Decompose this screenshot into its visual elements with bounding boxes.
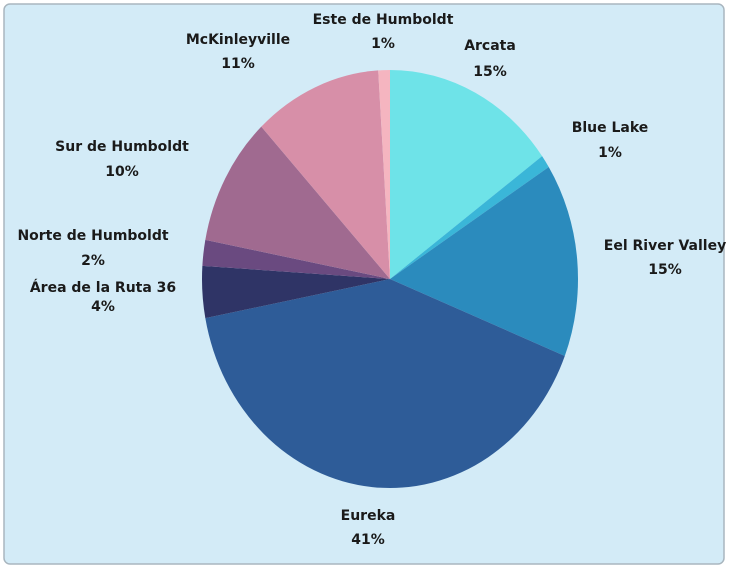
slice-value-label: 11% [221, 56, 255, 72]
pie-slice [261, 70, 390, 279]
slice-value-label: 15% [648, 262, 682, 278]
slice-value-label: 1% [598, 145, 622, 161]
slice-label: Sur de Humboldt [55, 139, 189, 155]
slice-value-label: 41% [351, 532, 385, 548]
slice-value-label: 4% [91, 299, 115, 315]
slice-label: Área de la Ruta 36 [30, 279, 176, 296]
slice-value-label: 2% [81, 253, 105, 269]
pie-slice [378, 70, 390, 279]
pie-slice [390, 70, 543, 279]
slice-value-label: 10% [105, 164, 139, 180]
pie-slice [390, 167, 578, 356]
slice-label: Norte de Humboldt [17, 228, 168, 244]
slice-label: Eureka [341, 508, 396, 524]
slice-value-label: 1% [371, 36, 395, 52]
slice-label: Este de Humboldt [313, 12, 454, 28]
pie-slice [202, 265, 390, 319]
pie-slice [205, 279, 565, 488]
slice-label: Arcata [464, 38, 516, 54]
pie-slice [205, 126, 390, 279]
slice-value-label: 15% [473, 64, 507, 80]
slice-label: Blue Lake [572, 120, 649, 136]
slice-label: McKinleyville [186, 32, 290, 48]
pie-slice [202, 239, 390, 279]
pie-slice [390, 156, 549, 279]
slice-label: Eel River Valley [604, 238, 726, 254]
